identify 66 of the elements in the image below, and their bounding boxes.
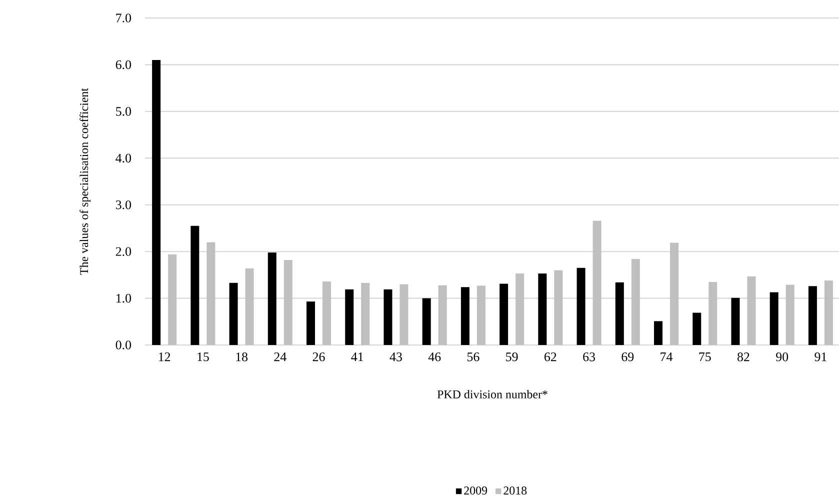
legend-label: 2018 xyxy=(504,486,527,495)
bar xyxy=(384,289,392,345)
x-tick-label: 18 xyxy=(236,352,248,362)
bar xyxy=(808,286,817,345)
y-tick-label: 1.0 xyxy=(116,294,132,303)
bar xyxy=(229,282,238,345)
bar xyxy=(400,284,408,345)
bar xyxy=(460,287,470,345)
x-tick-label: 26 xyxy=(312,352,325,362)
x-tick-label: 41 xyxy=(351,352,364,362)
y-tick-label: 4.0 xyxy=(116,154,132,163)
bar xyxy=(476,286,486,345)
bar xyxy=(770,292,778,345)
bar xyxy=(654,321,663,345)
bar xyxy=(554,270,563,345)
bar xyxy=(824,280,833,345)
y-axis-title: The values of specialisation coefficient xyxy=(80,88,91,275)
x-tick-label: 69 xyxy=(622,352,634,362)
bar xyxy=(747,276,756,345)
x-tick-label: 12 xyxy=(158,352,170,362)
x-tick-label: 56 xyxy=(467,352,480,362)
x-tick-label: 43 xyxy=(390,352,402,362)
bar xyxy=(284,260,292,345)
bar xyxy=(206,242,216,345)
x-tick-label: 24 xyxy=(274,352,286,362)
bar xyxy=(615,282,624,345)
y-tick-label: 7.0 xyxy=(116,14,132,22)
x-tick-label: 74 xyxy=(660,352,673,362)
bar xyxy=(631,259,640,345)
bar xyxy=(190,226,200,345)
x-tick-label: 59 xyxy=(506,352,518,362)
bar xyxy=(670,242,679,345)
x-tick-label: 62 xyxy=(544,352,556,362)
x-tick-label: 46 xyxy=(428,352,441,362)
bar xyxy=(268,252,276,345)
bar xyxy=(692,312,702,345)
bar xyxy=(152,60,161,345)
y-tick-label: 3.0 xyxy=(116,200,132,210)
y-tick-label: 6.0 xyxy=(116,60,132,70)
x-tick-label: 91 xyxy=(814,352,826,362)
bar xyxy=(708,282,718,345)
bar xyxy=(731,298,740,345)
bar xyxy=(361,282,370,345)
x-tick-label: 15 xyxy=(198,352,209,362)
x-tick-label: 82 xyxy=(738,352,750,362)
y-tick-label: 0.0 xyxy=(116,340,132,350)
y-tick-label: 2.0 xyxy=(116,247,132,256)
bar xyxy=(438,285,447,345)
bar xyxy=(576,268,586,345)
bar xyxy=(786,284,794,345)
bar xyxy=(306,302,316,345)
bar xyxy=(345,289,354,345)
legend-label: 2009 xyxy=(464,486,488,495)
x-tick-label: 90 xyxy=(776,352,788,362)
bar xyxy=(168,254,177,345)
bar xyxy=(422,298,431,345)
bar xyxy=(245,268,254,345)
x-tick-label: 75 xyxy=(699,352,711,362)
x-tick-label: 63 xyxy=(583,352,595,362)
y-tick-label: 5.0 xyxy=(116,107,132,116)
bar xyxy=(500,284,508,345)
bar xyxy=(516,274,524,345)
x-axis-title: PKD division number* xyxy=(437,390,548,398)
bar xyxy=(592,220,602,345)
bar xyxy=(538,274,547,345)
bar xyxy=(322,281,332,345)
